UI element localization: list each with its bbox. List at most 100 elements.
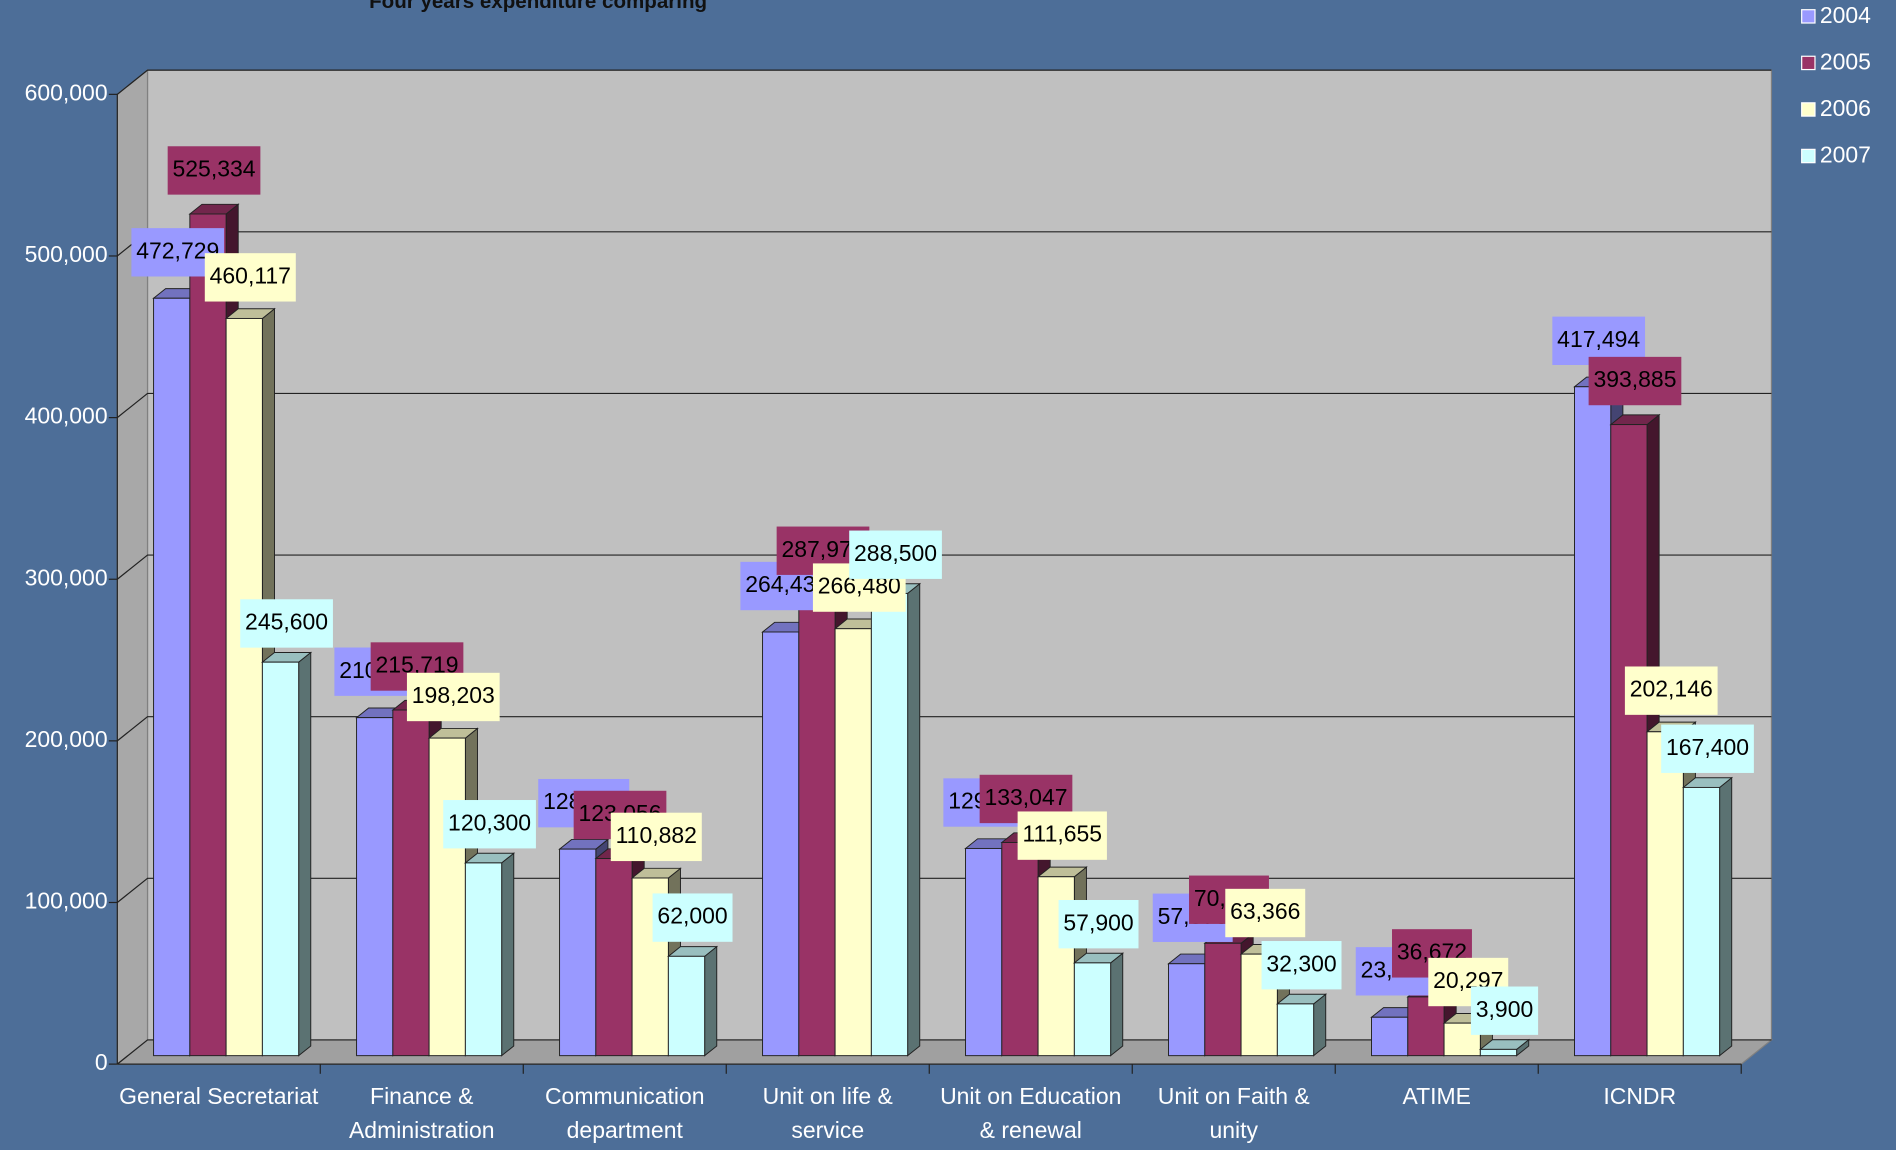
data-label: 393,885 <box>1593 366 1676 392</box>
legend-swatch <box>1801 55 1816 71</box>
data-label: 120,300 <box>448 809 531 835</box>
legend-label: 2005 <box>1820 49 1871 75</box>
grid-line <box>116 716 1772 742</box>
data-label-box <box>167 146 261 195</box>
grid-line <box>116 554 1772 580</box>
data-label: 288,500 <box>854 540 937 566</box>
data-label-box <box>1470 986 1539 1035</box>
y-tick-label: 300,000 <box>25 564 108 590</box>
x-label-box: Unit on Faith & unity <box>1157 1084 1310 1144</box>
x-label-box: ATIME <box>1402 1085 1471 1110</box>
bar <box>798 593 836 1057</box>
bar-side <box>907 582 921 1057</box>
x-label-box: General Secretariat <box>119 1085 318 1110</box>
bar <box>1001 842 1039 1057</box>
x-tick-label: Unit on life & service <box>762 1084 893 1144</box>
bar <box>1610 424 1648 1057</box>
bar <box>870 592 909 1057</box>
data-label-box <box>1588 356 1682 406</box>
bar <box>261 661 300 1057</box>
data-label: 110,882 <box>616 822 697 848</box>
data-label-box <box>1661 724 1754 773</box>
x-tick-label: Unit on Faith & unity <box>1157 1084 1310 1144</box>
bar-group <box>464 852 516 1057</box>
x-label-box: Unit on life & service <box>762 1084 893 1144</box>
bar <box>1371 1016 1409 1057</box>
bar-side <box>298 651 312 1057</box>
data-label: 167,400 <box>1666 734 1749 760</box>
bar <box>356 717 394 1057</box>
data-label-box <box>1017 811 1107 860</box>
bar <box>392 709 430 1057</box>
x-tick-label: Finance & Administration <box>348 1084 495 1144</box>
data-label: 111,655 <box>1022 821 1102 847</box>
bar <box>1682 786 1721 1057</box>
data-label-box <box>443 800 536 849</box>
data-label: 460,117 <box>210 262 291 288</box>
y-tick-label: 500,000 <box>25 241 108 267</box>
bar <box>1168 963 1206 1057</box>
data-label: 57,900 <box>1063 909 1133 935</box>
data-label-box <box>1225 888 1306 938</box>
y-tick-label: 0 <box>95 1049 108 1075</box>
data-label: 63,366 <box>1230 898 1300 924</box>
x-tick-label: ICNDR <box>1603 1084 1677 1111</box>
bar <box>1276 1003 1315 1057</box>
bar <box>189 213 227 1057</box>
data-label: 32,300 <box>1266 950 1336 976</box>
bar-side <box>1110 952 1124 1057</box>
bar-group <box>666 945 719 1057</box>
chart-title: Four years expenditure comparing <box>369 0 707 13</box>
data-label-box <box>1058 900 1139 949</box>
x-tick-label: Unit on Education & renewal <box>940 1084 1122 1144</box>
x-label-box: Unit on Education & renewal <box>940 1084 1122 1144</box>
legend-label: 2004 <box>1820 2 1871 28</box>
bar <box>1479 1048 1518 1057</box>
data-label-box <box>406 672 500 722</box>
x-tick-label: Communication department <box>544 1084 705 1144</box>
data-label: 198,203 <box>412 682 495 708</box>
bar <box>1204 942 1242 1057</box>
data-label: 525,334 <box>173 156 256 182</box>
bar-side <box>704 945 718 1057</box>
x-label-box: Finance & Administration <box>348 1084 495 1144</box>
data-label: 62,000 <box>657 903 727 929</box>
data-label-box <box>652 893 733 942</box>
bar <box>428 737 466 1057</box>
data-label-box <box>240 599 333 648</box>
data-label: 417,494 <box>1557 326 1640 352</box>
x-label-box: ICNDR <box>1603 1084 1677 1111</box>
bar <box>464 862 503 1057</box>
bar <box>559 848 597 1057</box>
y-tick-label: 600,000 <box>25 79 108 105</box>
data-label-box <box>610 812 702 862</box>
bar <box>153 297 191 1057</box>
data-label-box <box>849 530 942 579</box>
bar <box>225 317 263 1057</box>
legend-label: 2007 <box>1820 142 1871 168</box>
bar <box>965 847 1003 1057</box>
bar <box>1574 386 1612 1057</box>
bar <box>595 858 633 1057</box>
y-tick-label: 100,000 <box>25 888 108 914</box>
bar <box>762 631 800 1057</box>
data-label-box <box>1624 666 1718 715</box>
data-label: 245,600 <box>245 609 328 635</box>
bar-group <box>1478 1038 1531 1057</box>
bar-group <box>261 651 313 1057</box>
bar-side <box>1313 993 1327 1057</box>
bar-group <box>1275 993 1328 1057</box>
bar <box>834 628 872 1057</box>
y-tick-label: 400,000 <box>25 403 108 429</box>
legend-swatch <box>1801 148 1816 164</box>
data-label: 133,047 <box>984 784 1067 810</box>
bar-side <box>1719 776 1733 1057</box>
bar <box>1646 731 1684 1057</box>
bar <box>1407 996 1445 1057</box>
bar-group <box>869 582 922 1057</box>
grid-line <box>116 392 1772 419</box>
grid-line <box>116 69 1772 95</box>
data-label-box <box>204 253 296 302</box>
